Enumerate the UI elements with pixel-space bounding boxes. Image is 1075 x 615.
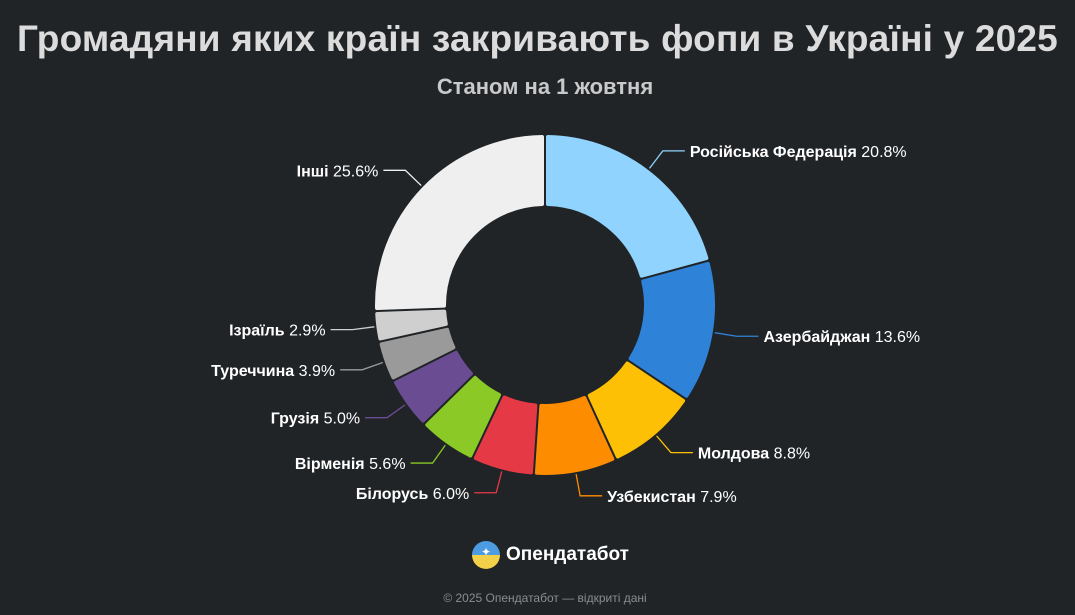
- chart-subtitle: Станом на 1 жовтня: [436, 74, 654, 99]
- slice-1[interactable]: [546, 135, 709, 278]
- slice-label-name: Російська Федерація: [690, 144, 857, 161]
- slice-label-6: Вірменія 5.6%: [295, 456, 406, 473]
- label-leader-lines: [330, 150, 759, 497]
- slice-label-value: 8.8%: [769, 446, 810, 463]
- leader-line-8: [340, 361, 384, 371]
- slice-label-value: 13.6%: [870, 329, 920, 346]
- slice-label-name: Туреччина: [211, 363, 294, 380]
- slice-label-8: Туреччина 3.9%: [211, 363, 335, 380]
- slice-label-name: Ізраїль: [229, 323, 285, 340]
- slice-label-3: Молдова 8.8%: [698, 446, 810, 463]
- slice-label-value: 7.9%: [696, 489, 737, 506]
- slice-4[interactable]: [534, 396, 615, 475]
- leader-line-2: [714, 332, 759, 337]
- leader-line-3: [656, 435, 693, 454]
- slice-label-value: 5.6%: [365, 456, 406, 473]
- brand-name: Опендатабот: [506, 544, 629, 565]
- slice-label-7: Грузія 5.0%: [271, 411, 360, 428]
- slice-label-name: Інші: [297, 163, 329, 180]
- slice-label-10: Інші 25.6%: [297, 163, 379, 180]
- footer-copyright: © 2025 Опендатабот — відкриті дані: [443, 591, 647, 605]
- slice-3[interactable]: [587, 361, 686, 459]
- slice-9[interactable]: [375, 309, 448, 341]
- donut-slices: [375, 135, 715, 475]
- slice-label-5: Білорусь 6.0%: [356, 486, 469, 503]
- slice-label-name: Грузія: [271, 411, 319, 428]
- leader-line-5: [474, 471, 503, 494]
- slice-label-value: 3.9%: [294, 363, 335, 380]
- slice-2[interactable]: [628, 261, 715, 398]
- slice-8[interactable]: [379, 327, 456, 380]
- leader-line-7: [365, 404, 406, 419]
- slice-label-name: Білорусь: [356, 486, 429, 503]
- leader-line-9: [330, 326, 375, 331]
- slice-label-name: Вірменія: [295, 456, 365, 473]
- slice-label-name: Азербайджан: [763, 329, 870, 346]
- leader-line-1: [648, 150, 685, 169]
- slice-6[interactable]: [425, 375, 502, 458]
- leader-line-6: [410, 444, 446, 464]
- slice-5[interactable]: [473, 395, 538, 475]
- slice-label-value: 5.0%: [319, 411, 360, 428]
- slice-7[interactable]: [394, 350, 473, 423]
- slice-label-value: 20.8%: [857, 144, 907, 161]
- opendatabot-logo-icon: ✦: [472, 541, 500, 569]
- slice-label-name: Молдова: [698, 446, 769, 463]
- brand[interactable]: ✦ Опендатабот: [472, 540, 629, 570]
- slice-label-value: 25.6%: [329, 163, 379, 180]
- slice-label-value: 6.0%: [428, 486, 469, 503]
- slice-label-1: Російська Федерація 20.8%: [690, 144, 907, 161]
- slice-10[interactable]: [375, 135, 544, 311]
- slice-label-2: Азербайджан 13.6%: [763, 329, 920, 346]
- leader-line-4: [575, 474, 603, 497]
- slice-label-9: Ізраїль 2.9%: [229, 323, 326, 340]
- chart-title: Громадяни яких країн закривають фопи в У…: [17, 18, 1058, 59]
- slice-label-value: 2.9%: [285, 323, 326, 340]
- slice-labels: Російська Федерація 20.8% Азербайджан 13.…: [211, 144, 920, 506]
- slice-label-name: Узбекистан: [607, 489, 696, 506]
- leader-line-10: [383, 169, 422, 187]
- slice-label-4: Узбекистан 7.9%: [607, 489, 737, 506]
